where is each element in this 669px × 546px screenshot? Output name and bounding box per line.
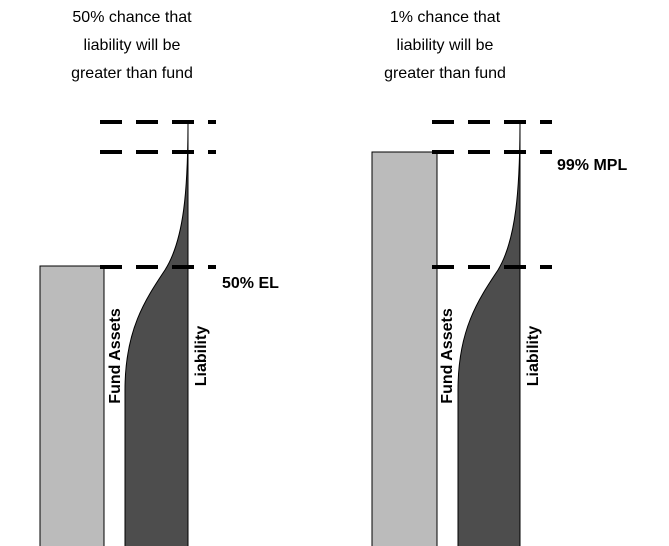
caption-line: 1% chance that [390,9,501,26]
caption-line: liability will be [397,37,494,54]
level-label: 50% EL [222,275,279,292]
liability-shape [457,119,521,546]
panel-left: 50% chance that liability will be greate… [39,9,279,546]
caption-line: greater than fund [71,65,193,82]
level-label: 99% MPL [557,157,627,174]
panel-right: 1% chance that liability will be greater… [371,9,627,546]
liability-label: Liability [525,326,542,387]
caption-line: greater than fund [384,65,506,82]
fund-bar [39,265,105,546]
caption-line: liability will be [84,37,181,54]
fund-bar [371,151,438,546]
liability-shape [124,119,189,546]
fund-label: Fund Assets [107,308,124,404]
liability-label: Liability [193,326,210,387]
fund-label: Fund Assets [439,308,456,404]
caption-line: 50% chance that [72,9,192,26]
